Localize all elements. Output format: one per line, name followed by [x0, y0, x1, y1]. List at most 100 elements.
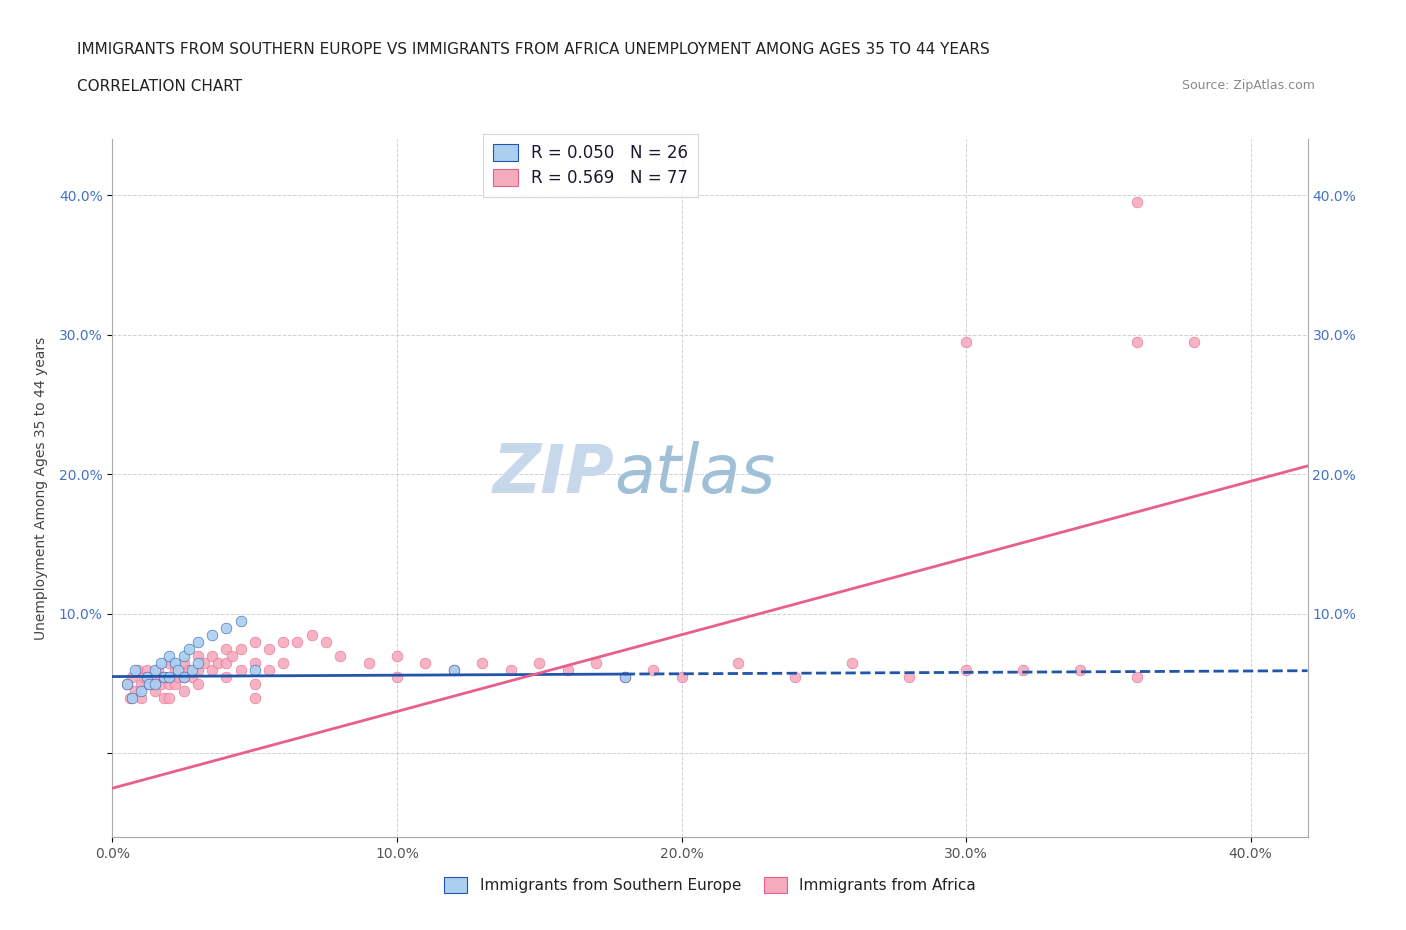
Point	[221, 648, 243, 663]
Point	[215, 642, 238, 657]
Point	[193, 656, 215, 671]
Point	[138, 676, 160, 691]
Point	[187, 656, 209, 671]
Point	[271, 634, 294, 649]
Point	[179, 662, 201, 677]
Point	[1126, 335, 1149, 350]
Point	[898, 670, 921, 684]
Point	[287, 634, 309, 649]
Point	[229, 662, 252, 677]
Point	[173, 656, 195, 671]
Point	[179, 642, 201, 657]
Y-axis label: Unemployment Among Ages 35 to 44 years: Unemployment Among Ages 35 to 44 years	[34, 337, 48, 640]
Point	[385, 670, 408, 684]
Point	[149, 656, 172, 671]
Point	[243, 690, 266, 705]
Point	[187, 648, 209, 663]
Point	[499, 662, 522, 677]
Point	[529, 656, 551, 671]
Point	[118, 690, 141, 705]
Point	[173, 670, 195, 684]
Point	[1012, 662, 1035, 677]
Point	[243, 662, 266, 677]
Point	[557, 662, 579, 677]
Point	[181, 670, 204, 684]
Point	[115, 676, 138, 691]
Point	[138, 676, 160, 691]
Point	[152, 670, 174, 684]
Text: ZIP: ZIP	[492, 442, 614, 507]
Point	[315, 634, 337, 649]
Point	[329, 648, 352, 663]
Point	[187, 662, 209, 677]
Point	[671, 670, 693, 684]
Point	[132, 670, 155, 684]
Point	[271, 656, 294, 671]
Point	[181, 662, 204, 677]
Point	[257, 642, 280, 657]
Point	[229, 642, 252, 657]
Text: CORRELATION CHART: CORRELATION CHART	[77, 79, 242, 94]
Point	[121, 670, 143, 684]
Legend: Immigrants from Southern Europe, Immigrants from Africa: Immigrants from Southern Europe, Immigra…	[439, 870, 981, 899]
Point	[1069, 662, 1091, 677]
Point	[243, 634, 266, 649]
Point	[215, 670, 238, 684]
Point	[385, 648, 408, 663]
Point	[165, 656, 187, 671]
Point	[1126, 670, 1149, 684]
Point	[201, 648, 224, 663]
Point	[415, 656, 437, 671]
Point	[157, 676, 180, 691]
Point	[243, 656, 266, 671]
Point	[121, 690, 143, 705]
Point	[129, 690, 152, 705]
Point	[143, 662, 166, 677]
Point	[124, 683, 146, 698]
Point	[149, 676, 172, 691]
Point	[955, 335, 977, 350]
Point	[257, 662, 280, 677]
Point	[157, 670, 180, 684]
Point	[201, 628, 224, 643]
Point	[301, 628, 323, 643]
Point	[165, 662, 187, 677]
Point	[143, 676, 166, 691]
Point	[357, 656, 380, 671]
Point	[167, 662, 190, 677]
Point	[157, 648, 180, 663]
Text: atlas: atlas	[614, 442, 776, 507]
Point	[129, 683, 152, 698]
Point	[841, 656, 863, 671]
Point	[1182, 335, 1205, 350]
Point	[443, 662, 465, 677]
Point	[471, 656, 494, 671]
Point	[152, 670, 174, 684]
Point	[129, 676, 152, 691]
Text: IMMIGRANTS FROM SOUTHERN EUROPE VS IMMIGRANTS FROM AFRICA UNEMPLOYMENT AMONG AGE: IMMIGRANTS FROM SOUTHERN EUROPE VS IMMIG…	[77, 42, 990, 57]
Point	[135, 662, 157, 677]
Point	[167, 670, 190, 684]
Text: Source: ZipAtlas.com: Source: ZipAtlas.com	[1181, 79, 1315, 92]
Point	[187, 676, 209, 691]
Point	[143, 683, 166, 698]
Point	[173, 670, 195, 684]
Point	[443, 662, 465, 677]
Point	[229, 614, 252, 629]
Point	[127, 662, 149, 677]
Point	[165, 676, 187, 691]
Point	[201, 662, 224, 677]
Point	[173, 683, 195, 698]
Point	[215, 620, 238, 635]
Point	[173, 648, 195, 663]
Point	[727, 656, 749, 671]
Point	[207, 656, 229, 671]
Point	[124, 662, 146, 677]
Point	[187, 634, 209, 649]
Point	[785, 670, 807, 684]
Point	[143, 670, 166, 684]
Point	[243, 676, 266, 691]
Point	[152, 690, 174, 705]
Point	[955, 662, 977, 677]
Point	[135, 670, 157, 684]
